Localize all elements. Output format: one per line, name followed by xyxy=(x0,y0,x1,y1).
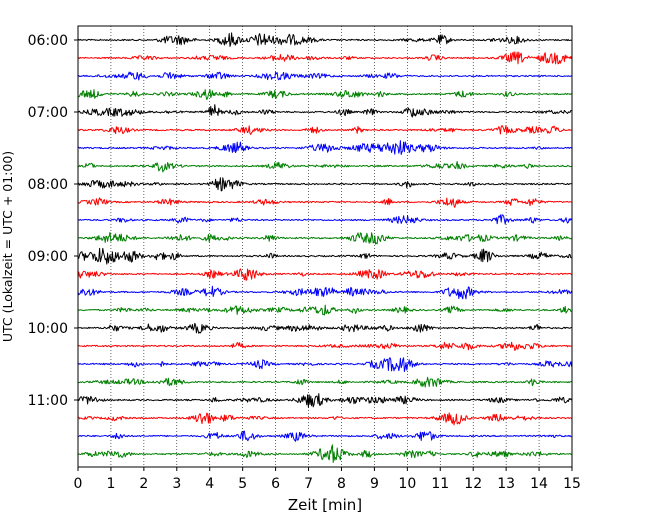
seismic-trace-0700 xyxy=(77,104,572,118)
seismic-trace-1130 xyxy=(77,430,572,442)
seismic-trace-0945 xyxy=(77,304,572,316)
x-tick-label: 15 xyxy=(563,476,581,492)
seismic-trace-0745 xyxy=(77,161,572,173)
plot-frame xyxy=(77,25,573,468)
seismic-trace-1015 xyxy=(77,341,572,351)
y-tick-label: 10:00 xyxy=(28,321,68,337)
x-tick-label: 6 xyxy=(271,476,280,492)
x-tick-label: 0 xyxy=(74,476,83,492)
traces xyxy=(77,32,573,463)
seismic-trace-0845 xyxy=(77,231,572,245)
seismic-trace-0800 xyxy=(77,177,572,192)
seismic-trace-1000 xyxy=(77,322,572,334)
seismic-trace-0615 xyxy=(77,51,573,65)
seismic-trace-1045 xyxy=(77,376,572,388)
seismic-trace-1100 xyxy=(77,393,573,408)
seismic-trace-0830 xyxy=(77,214,573,225)
seismic-trace-0630 xyxy=(77,71,572,81)
y-tick-label: 06:00 xyxy=(28,33,68,49)
x-axis: 0 1 2 3 4 5 6 7 8 9 10 11 12 13 14 15 xyxy=(74,467,581,492)
seismic-trace-0715 xyxy=(77,124,572,135)
seismic-trace-0645 xyxy=(77,89,572,100)
seismic-trace-0600 xyxy=(77,32,572,47)
grid xyxy=(110,26,540,467)
x-tick-label: 7 xyxy=(304,476,313,492)
seismic-trace-0900 xyxy=(77,247,572,265)
x-tick-label: 13 xyxy=(497,476,515,492)
y-tick-label: 11:00 xyxy=(28,393,68,409)
x-tick-label: 8 xyxy=(337,476,346,492)
seismic-trace-0930 xyxy=(77,285,573,300)
y-tick-label: 09:00 xyxy=(28,249,68,265)
x-tick-label: 4 xyxy=(205,476,214,492)
seismic-trace-1115 xyxy=(77,412,572,426)
y-tick-label: 08:00 xyxy=(28,177,68,193)
x-tick-label: 10 xyxy=(398,476,416,492)
y-axis: 06:00 07:00 08:00 09:00 10:00 11:00 xyxy=(28,33,78,409)
y-axis-label: UTC (Lokalzeit = UTC + 01:00) xyxy=(0,151,15,342)
x-axis-label: Zeit [min] xyxy=(288,496,362,514)
x-tick-label: 3 xyxy=(172,476,181,492)
x-tick-label: 14 xyxy=(530,476,548,492)
x-tick-label: 5 xyxy=(238,476,247,492)
x-tick-label: 9 xyxy=(370,476,379,492)
x-tick-label: 2 xyxy=(139,476,148,492)
seismic-trace-0730 xyxy=(77,140,572,155)
x-tick-label: 1 xyxy=(106,476,115,492)
seismic-trace-0915 xyxy=(77,268,572,281)
seismic-trace-0815 xyxy=(77,197,572,208)
x-tick-label: 12 xyxy=(464,476,482,492)
x-tick-label: 11 xyxy=(431,476,449,492)
y-tick-label: 07:00 xyxy=(28,105,68,121)
seismic-trace-1145 xyxy=(77,444,572,463)
seismic-trace-1030 xyxy=(77,357,573,373)
